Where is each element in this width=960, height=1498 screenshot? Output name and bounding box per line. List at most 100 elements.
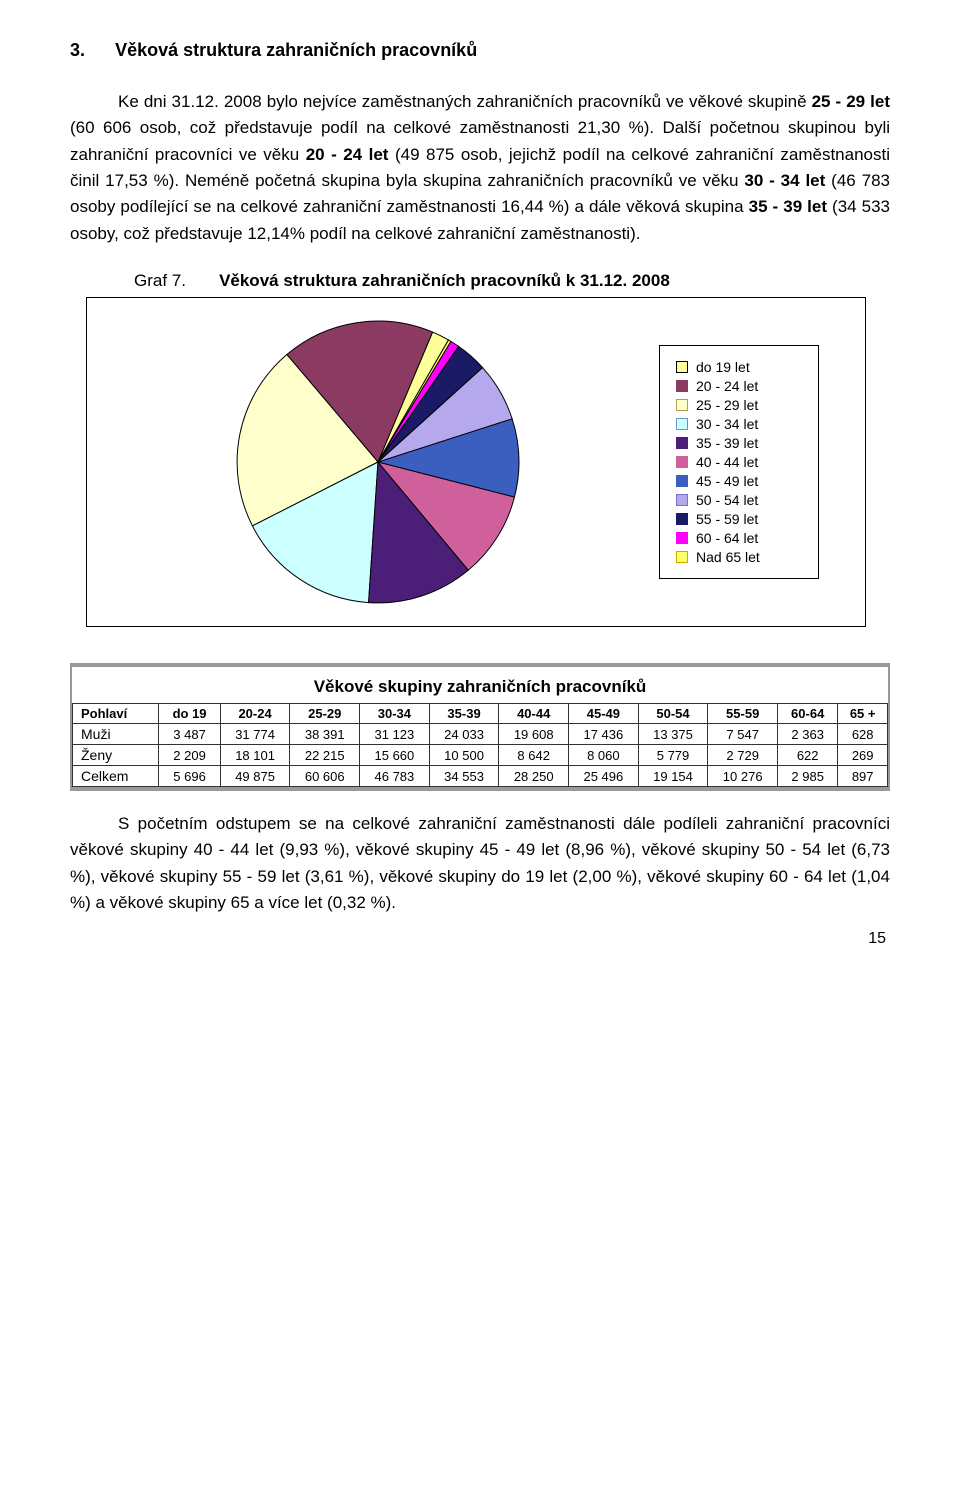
- legend-swatch: [676, 418, 688, 430]
- term: 50 - 54 let: [765, 840, 845, 859]
- table-cell: 38 391: [290, 724, 360, 745]
- legend-item: do 19 let: [676, 359, 802, 375]
- table-header-cell: 35-39: [429, 704, 499, 724]
- age-structure-table: Pohlavído 1920-2425-2930-3435-3940-4445-…: [72, 703, 888, 787]
- table-row: Ženy2 20918 10122 21515 66010 5008 6428 …: [73, 745, 888, 766]
- table-row: Muži3 48731 77438 39131 12324 03319 6081…: [73, 724, 888, 745]
- table-cell: 2 209: [159, 745, 220, 766]
- page-number: 15: [70, 930, 890, 948]
- legend-item: 60 - 64 let: [676, 530, 802, 546]
- table-cell: 31 774: [220, 724, 290, 745]
- table-cell: 7 547: [708, 724, 778, 745]
- paragraph-intro: Ke dni 31.12. 2008 bylo nejvíce zaměstna…: [70, 89, 890, 247]
- legend-label: 35 - 39 let: [696, 435, 758, 451]
- table-cell: 28 250: [499, 766, 569, 787]
- term: 40 - 44 let: [194, 840, 274, 859]
- legend-label: 25 - 29 let: [696, 397, 758, 413]
- bold-term: 20 - 24 let: [306, 145, 389, 164]
- legend-swatch: [676, 475, 688, 487]
- table-header-cell: 50-54: [638, 704, 708, 724]
- legend-label: 50 - 54 let: [696, 492, 758, 508]
- table-cell: 5 779: [638, 745, 708, 766]
- legend-label: do 19 let: [696, 359, 750, 375]
- text: (8,96 %), věkové skupiny: [559, 840, 765, 859]
- table-cell: 2 729: [708, 745, 778, 766]
- legend-swatch: [676, 456, 688, 468]
- table-cell: 17 436: [569, 724, 639, 745]
- legend-item: 20 - 24 let: [676, 378, 802, 394]
- paragraph-conclusion: S početním odstupem se na celkové zahran…: [70, 811, 890, 916]
- legend-item: 40 - 44 let: [676, 454, 802, 470]
- table-header-cell: 55-59: [708, 704, 778, 724]
- legend-item: Nad 65 let: [676, 549, 802, 565]
- text: Ke dni 31.12. 2008 bylo nejvíce zaměstna…: [118, 92, 812, 111]
- table-header-cell: 65 +: [838, 704, 888, 724]
- table-cell: 18 101: [220, 745, 290, 766]
- term: 55 - 59 let: [223, 867, 300, 886]
- table-cell: 34 553: [429, 766, 499, 787]
- chart-container: do 19 let 20 - 24 let 25 - 29 let 30 - 34 l…: [86, 297, 866, 627]
- legend-item: 30 - 34 let: [676, 416, 802, 432]
- text: (9,93 %), věkové skupiny: [273, 840, 479, 859]
- legend-swatch: [676, 513, 688, 525]
- table-cell: 19 154: [638, 766, 708, 787]
- bold-term: 25 - 29 let: [812, 92, 890, 111]
- table-cell: 3 487: [159, 724, 220, 745]
- table-header-cell: 30-34: [360, 704, 430, 724]
- table-cell: 10 276: [708, 766, 778, 787]
- table-header-cell: do 19: [159, 704, 220, 724]
- term: 65 a více let: [231, 893, 323, 912]
- table-cell: 15 660: [360, 745, 430, 766]
- pie-chart: [97, 307, 659, 617]
- legend-label: 20 - 24 let: [696, 378, 758, 394]
- chart-caption-title: Věková struktura zahraničních pracovníků…: [219, 271, 670, 290]
- section-number: 3.: [70, 40, 85, 60]
- table-cell: 5 696: [159, 766, 220, 787]
- bold-term: 35 - 39 let: [749, 197, 827, 216]
- legend-item: 45 - 49 let: [676, 473, 802, 489]
- term: 60 - 64 let: [769, 867, 846, 886]
- document-page: 3. Věková struktura zahraničních pracovn…: [0, 0, 960, 978]
- legend-label: 40 - 44 let: [696, 454, 758, 470]
- table-header-cell: 40-44: [499, 704, 569, 724]
- text: (0,32 %).: [322, 893, 396, 912]
- chart-caption: Graf 7. Věková struktura zahraničních pr…: [70, 271, 890, 291]
- legend-swatch: [676, 551, 688, 563]
- table-cell: 22 215: [290, 745, 360, 766]
- table-cell: Muži: [73, 724, 159, 745]
- legend-label: 30 - 34 let: [696, 416, 758, 432]
- legend-item: 55 - 59 let: [676, 511, 802, 527]
- table-header-cell: 25-29: [290, 704, 360, 724]
- table-cell: Ženy: [73, 745, 159, 766]
- legend-label: Nad 65 let: [696, 549, 760, 565]
- table-cell: 8 060: [569, 745, 639, 766]
- table-header-cell: 20-24: [220, 704, 290, 724]
- term: 45 - 49 let: [480, 840, 560, 859]
- bold-term: 30 - 34 let: [744, 171, 825, 190]
- legend-item: 35 - 39 let: [676, 435, 802, 451]
- table-cell: 2 985: [778, 766, 838, 787]
- table-cell: 8 642: [499, 745, 569, 766]
- chart-legend: do 19 let 20 - 24 let 25 - 29 let 30 - 34 l…: [659, 345, 819, 579]
- legend-swatch: [676, 361, 688, 373]
- table-cell: 628: [838, 724, 888, 745]
- table-cell: 49 875: [220, 766, 290, 787]
- legend-swatch: [676, 380, 688, 392]
- text: (2,00 %), věkové skupiny: [567, 867, 769, 886]
- chart-caption-num: Graf 7.: [134, 271, 186, 290]
- term: do 19 let: [501, 867, 567, 886]
- legend-label: 45 - 49 let: [696, 473, 758, 489]
- table-row: Celkem5 69649 87560 60646 78334 55328 25…: [73, 766, 888, 787]
- table-cell: Celkem: [73, 766, 159, 787]
- table-cell: 24 033: [429, 724, 499, 745]
- section-heading: 3. Věková struktura zahraničních pracovn…: [70, 40, 890, 61]
- data-table-container: Věkové skupiny zahraničních pracovníků P…: [70, 663, 890, 791]
- table-header-cell: 60-64: [778, 704, 838, 724]
- text: (3,61 %), věkové skupiny: [300, 867, 502, 886]
- legend-label: 60 - 64 let: [696, 530, 758, 546]
- table-cell: 25 496: [569, 766, 639, 787]
- table-title: Věkové skupiny zahraničních pracovníků: [72, 671, 888, 703]
- table-cell: 46 783: [360, 766, 430, 787]
- table-cell: 897: [838, 766, 888, 787]
- legend-swatch: [676, 437, 688, 449]
